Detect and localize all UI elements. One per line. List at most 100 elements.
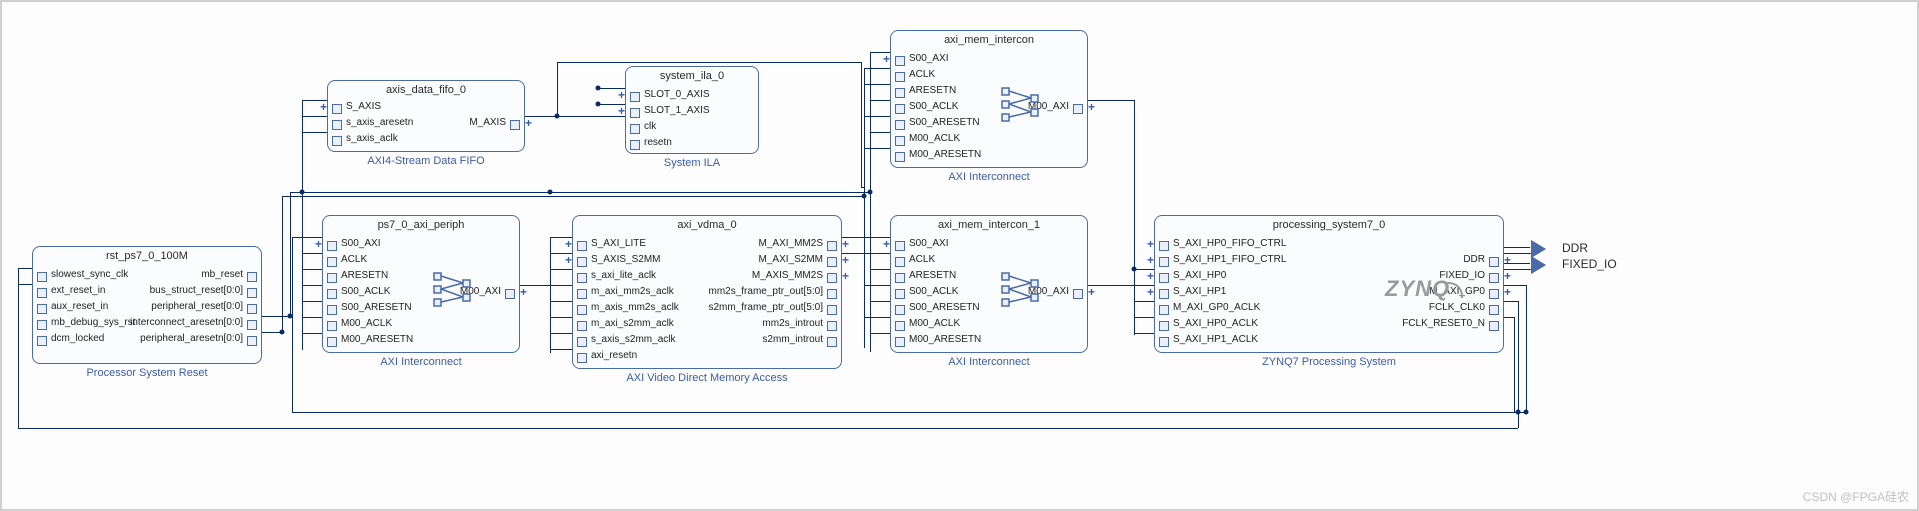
- expand-icon[interactable]: +: [1504, 269, 1511, 283]
- port-left[interactable]: S_AXI_LITE+: [591, 238, 646, 249]
- external-port-ddr[interactable]: [1532, 241, 1546, 257]
- expand-icon[interactable]: +: [842, 269, 849, 283]
- block-periph[interactable]: ps7_0_axi_periphAXI InterconnectS00_AXI+…: [322, 215, 520, 353]
- expand-icon[interactable]: +: [842, 253, 849, 267]
- expand-icon[interactable]: +: [1088, 100, 1095, 114]
- block-ps7[interactable]: processing_system7_0ZYNQ7 Processing Sys…: [1154, 215, 1504, 353]
- port-left[interactable]: ARESETN: [909, 85, 956, 96]
- port-left[interactable]: clk: [644, 121, 656, 132]
- port-left[interactable]: S_AXIS+: [346, 101, 381, 112]
- port-right[interactable]: s2mm_frame_ptr_out[5:0]: [709, 302, 824, 313]
- expand-icon[interactable]: +: [883, 237, 890, 251]
- port-left[interactable]: M_AXI_GP0_ACLK: [1173, 302, 1260, 313]
- port-left[interactable]: S_AXI_HP1_ACLK: [1173, 334, 1258, 345]
- port-left[interactable]: S00_AXI+: [341, 238, 380, 249]
- port-right[interactable]: DDR+: [1463, 254, 1485, 265]
- expand-icon[interactable]: +: [520, 285, 527, 299]
- port-left[interactable]: slowest_sync_clk: [51, 269, 128, 280]
- port-left[interactable]: SLOT_0_AXIS+: [644, 89, 710, 100]
- wire-node: [548, 190, 553, 195]
- port-left[interactable]: S00_ARESETN: [909, 117, 980, 128]
- port-left[interactable]: mb_debug_sys_rst: [51, 317, 136, 328]
- expand-icon[interactable]: +: [1147, 237, 1154, 251]
- expand-icon[interactable]: +: [1504, 253, 1511, 267]
- expand-icon[interactable]: +: [842, 237, 849, 251]
- block-vdma[interactable]: axi_vdma_0AXI Video Direct Memory Access…: [572, 215, 842, 369]
- port-left[interactable]: S00_ARESETN: [909, 302, 980, 313]
- port-right[interactable]: FCLK_RESET0_N: [1402, 318, 1485, 329]
- block-mem0[interactable]: axi_mem_interconAXI InterconnectS00_AXI+…: [890, 30, 1088, 168]
- expand-icon[interactable]: +: [1088, 285, 1095, 299]
- port-right[interactable]: FCLK_CLK0: [1429, 302, 1485, 313]
- port-left[interactable]: m_axi_mm2s_aclk: [591, 286, 674, 297]
- port-left[interactable]: S_AXI_HP0_ACLK: [1173, 318, 1258, 329]
- port-left[interactable]: s_axi_lite_aclk: [591, 270, 656, 281]
- port-left[interactable]: m_axis_mm2s_aclk: [591, 302, 679, 313]
- external-port-fixed_io[interactable]: [1532, 257, 1546, 273]
- port-left[interactable]: S_AXI_HP0+: [1173, 270, 1226, 281]
- port-left[interactable]: M00_ACLK: [341, 318, 392, 329]
- port-left[interactable]: ARESETN: [341, 270, 388, 281]
- port-right[interactable]: mm2s_frame_ptr_out[5:0]: [709, 286, 824, 297]
- port-left[interactable]: ACLK: [341, 254, 367, 265]
- port-right[interactable]: peripheral_reset[0:0]: [151, 301, 243, 312]
- port-left[interactable]: M00_ARESETN: [909, 149, 981, 160]
- port-left[interactable]: M00_ARESETN: [341, 334, 413, 345]
- port-left[interactable]: s_axis_s2mm_aclk: [591, 334, 675, 345]
- block-rst[interactable]: rst_ps7_0_100MProcessor System Resetslow…: [32, 246, 262, 364]
- port-left[interactable]: ARESETN: [909, 270, 956, 281]
- port-left[interactable]: axi_resetn: [591, 350, 637, 361]
- wire: [598, 88, 625, 89]
- port-left[interactable]: S_AXIS_S2MM+: [591, 254, 660, 265]
- port-right[interactable]: M_AXIS_MM2S+: [752, 270, 823, 281]
- port-left[interactable]: m_axi_s2mm_aclk: [591, 318, 674, 329]
- port-left[interactable]: SLOT_1_AXIS+: [644, 105, 710, 116]
- block-ila[interactable]: system_ila_0System ILASLOT_0_AXIS+SLOT_1…: [625, 66, 759, 154]
- expand-icon[interactable]: +: [525, 116, 532, 130]
- port-left[interactable]: S00_AXI+: [909, 53, 948, 64]
- port-right[interactable]: bus_struct_reset[0:0]: [150, 285, 243, 296]
- port-left[interactable]: S00_AXI+: [909, 238, 948, 249]
- block-fifo[interactable]: axis_data_fifo_0AXI4-Stream Data FIFOS_A…: [327, 80, 525, 152]
- wire-node: [596, 102, 601, 107]
- expand-icon[interactable]: +: [1147, 253, 1154, 267]
- port-left[interactable]: S_AXI_HP1+: [1173, 286, 1226, 297]
- port-left[interactable]: M00_ACLK: [909, 318, 960, 329]
- port-left[interactable]: aux_reset_in: [51, 301, 108, 312]
- port-right[interactable]: M_AXI_S2MM+: [759, 254, 823, 265]
- port-left[interactable]: ACLK: [909, 69, 935, 80]
- port-left[interactable]: dcm_locked: [51, 333, 104, 344]
- port-right[interactable]: interconnect_aresetn[0:0]: [130, 317, 243, 328]
- port-left[interactable]: s_axis_aclk: [346, 133, 398, 144]
- expand-icon[interactable]: +: [565, 253, 572, 267]
- port-left[interactable]: ext_reset_in: [51, 285, 105, 296]
- port-left[interactable]: S00_ACLK: [341, 286, 390, 297]
- port-left[interactable]: resetn: [644, 137, 672, 148]
- port-left[interactable]: M00_ARESETN: [909, 334, 981, 345]
- port-left[interactable]: ACLK: [909, 254, 935, 265]
- block-design-canvas: rst_ps7_0_100MProcessor System Resetslow…: [0, 0, 1919, 511]
- port-left[interactable]: M00_ACLK: [909, 133, 960, 144]
- expand-icon[interactable]: +: [315, 237, 322, 251]
- block-mem1[interactable]: axi_mem_intercon_1AXI InterconnectS00_AX…: [890, 215, 1088, 353]
- expand-icon[interactable]: +: [618, 88, 625, 102]
- port-right[interactable]: s2mm_introut: [762, 334, 823, 345]
- port-right[interactable]: peripheral_aresetn[0:0]: [140, 333, 243, 344]
- block-subtitle: System ILA: [626, 157, 758, 169]
- port-left[interactable]: S00_ACLK: [909, 101, 958, 112]
- port-right[interactable]: mb_reset: [201, 269, 243, 280]
- expand-icon[interactable]: +: [1504, 285, 1511, 299]
- port-left[interactable]: S_AXI_HP1_FIFO_CTRL+: [1173, 254, 1286, 265]
- expand-icon[interactable]: +: [1147, 285, 1154, 299]
- expand-icon[interactable]: +: [1147, 269, 1154, 283]
- port-left[interactable]: s_axis_aresetn: [346, 117, 413, 128]
- expand-icon[interactable]: +: [565, 237, 572, 251]
- port-right[interactable]: M_AXI_MM2S+: [759, 238, 823, 249]
- expand-icon[interactable]: +: [320, 100, 327, 114]
- expand-icon[interactable]: +: [883, 52, 890, 66]
- port-right[interactable]: mm2s_introut: [762, 318, 823, 329]
- port-left[interactable]: S00_ARESETN: [341, 302, 412, 313]
- port-left[interactable]: S_AXI_HP0_FIFO_CTRL+: [1173, 238, 1286, 249]
- port-left[interactable]: S00_ACLK: [909, 286, 958, 297]
- port-right[interactable]: M_AXIS+: [469, 117, 506, 128]
